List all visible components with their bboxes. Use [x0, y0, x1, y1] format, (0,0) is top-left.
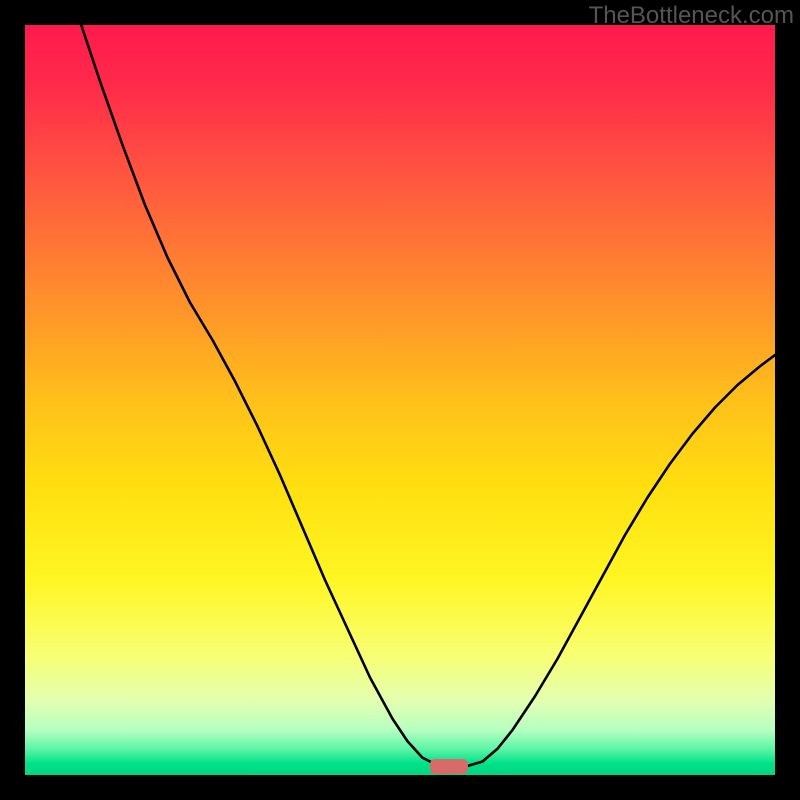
chart-frame: TheBottleneck.com	[0, 0, 800, 800]
plot-svg	[25, 25, 775, 775]
gradient-background	[25, 25, 775, 775]
plot-area	[25, 25, 775, 775]
watermark-text: TheBottleneck.com	[589, 2, 794, 30]
optimal-marker	[430, 759, 468, 774]
